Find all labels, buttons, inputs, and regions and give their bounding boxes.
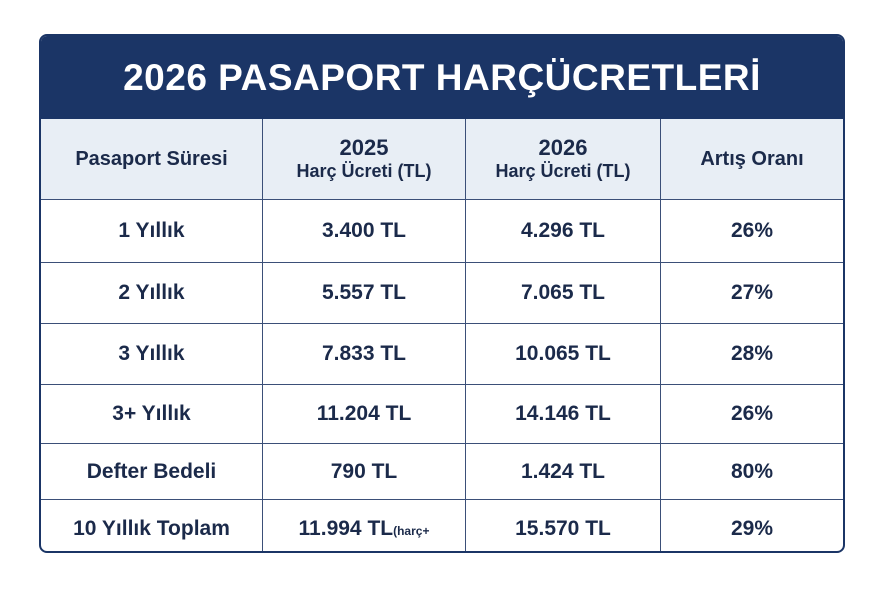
cell-value: 26%	[730, 402, 774, 425]
cell-period: 3+ Yıllık	[41, 384, 263, 444]
fee-table-card: 2026 PASAPORT HARÇÜCRETLERİ Pasaport Sür…	[39, 34, 845, 553]
cell-value: 1 Yıllık	[118, 219, 185, 242]
column-header-period: Pasaport Süresi	[41, 119, 263, 200]
column-label: Artış Oranı	[700, 148, 804, 170]
header-row: Pasaport Süresi 2025 Harç Ücreti (TL) 202…	[41, 119, 843, 200]
cell-value: 3 Yıllık	[118, 342, 185, 365]
table-row: 2 Yıllık 5.557 TL 7.065 TL 27%	[41, 262, 843, 324]
cell-value: 28%	[730, 342, 774, 365]
cell-period: 2 Yıllık	[41, 262, 263, 324]
cell-value: 10.065 TL	[515, 342, 611, 365]
fee-table: Pasaport Süresi 2025 Harç Ücreti (TL) 202…	[41, 119, 843, 551]
table-row: 1 Yıllık 3.400 TL 4.296 TL 26%	[41, 199, 843, 263]
cell-fee-2025: 3.400 TL	[262, 199, 466, 263]
cell-fee-2026: 10.065 TL	[465, 323, 661, 385]
cell-period: 3 Yıllık	[41, 323, 263, 385]
cell-value: 3+ Yıllık	[112, 402, 191, 425]
cell-fee-2025: 11.994 TL(harç+	[262, 499, 466, 551]
cell-value: 4.296 TL	[520, 219, 606, 242]
column-header-increase: Artış Oranı	[660, 119, 843, 200]
cell-value: Defter Bedeli	[86, 459, 217, 483]
column-label: Harç Ücreti (TL)	[296, 161, 432, 182]
cell-period: 10 Yıllık Toplam	[41, 499, 263, 551]
cell-value: 10 Yıllık Toplam	[73, 516, 230, 540]
cell-fee-2025: 7.833 TL	[262, 323, 466, 385]
column-header-2025: 2025 Harç Ücreti (TL)	[262, 119, 466, 200]
cell-value: 29%	[730, 516, 774, 540]
table-title: 2026 PASAPORT HARÇÜCRETLERİ	[41, 36, 843, 119]
cell-value: 26%	[730, 219, 774, 242]
column-header-2026: 2026 Harç Ücreti (TL)	[465, 119, 661, 200]
cell-fee-2026: 14.146 TL	[465, 384, 661, 444]
cell-increase: 27%	[660, 262, 843, 324]
cell-increase: 26%	[660, 384, 843, 444]
cell-increase: 26%	[660, 199, 843, 263]
cell-increase: 28%	[660, 323, 843, 385]
cell-fee-2026: 7.065 TL	[465, 262, 661, 324]
cell-value: 3.400 TL	[321, 219, 407, 242]
table-row: 10 Yıllık Toplam 11.994 TL(harç+ 15.570 TL…	[41, 499, 843, 551]
table-row: 3 Yıllık 7.833 TL 10.065 TL 28%	[41, 323, 843, 385]
cell-period: 1 Yıllık	[41, 199, 263, 263]
cell-value: 7.833 TL	[321, 342, 407, 365]
cell-value: 27%	[730, 281, 774, 304]
table-row: 3+ Yıllık 11.204 TL 14.146 TL 26%	[41, 384, 843, 444]
cell-fee-2026: 4.296 TL	[465, 199, 661, 263]
cell-value: 15.570 TL	[515, 516, 611, 540]
table-row: Defter Bedeli 790 TL 1.424 TL 80%	[41, 443, 843, 500]
cell-value: 7.065 TL	[520, 281, 606, 304]
column-label: Pasaport Süresi	[75, 148, 228, 170]
cell-value: 1.424 TL	[520, 459, 606, 483]
column-year: 2026	[538, 135, 588, 160]
cell-fee-2026: 15.570 TL	[465, 499, 661, 551]
cell-value: 2 Yıllık	[118, 281, 185, 304]
column-label: Harç Ücreti (TL)	[495, 161, 631, 182]
cell-value: 11.994 TL	[298, 516, 394, 540]
cell-fee-2025: 5.557 TL	[262, 262, 466, 324]
cell-value: 790 TL	[330, 459, 398, 483]
cell-value: 14.146 TL	[515, 402, 611, 425]
cell-increase: 29%	[660, 499, 843, 551]
cell-fee-2025: 11.204 TL	[262, 384, 466, 444]
cell-period: Defter Bedeli	[41, 443, 263, 500]
cell-value: 80%	[730, 459, 774, 483]
cell-value: 5.557 TL	[321, 281, 407, 304]
cell-fee-2025: 790 TL	[262, 443, 466, 500]
cell-value: 11.204 TL	[316, 402, 412, 425]
column-year: 2025	[339, 135, 389, 160]
cell-increase: 80%	[660, 443, 843, 500]
cell-fee-2026: 1.424 TL	[465, 443, 661, 500]
cell-note: (harç+	[393, 523, 430, 538]
